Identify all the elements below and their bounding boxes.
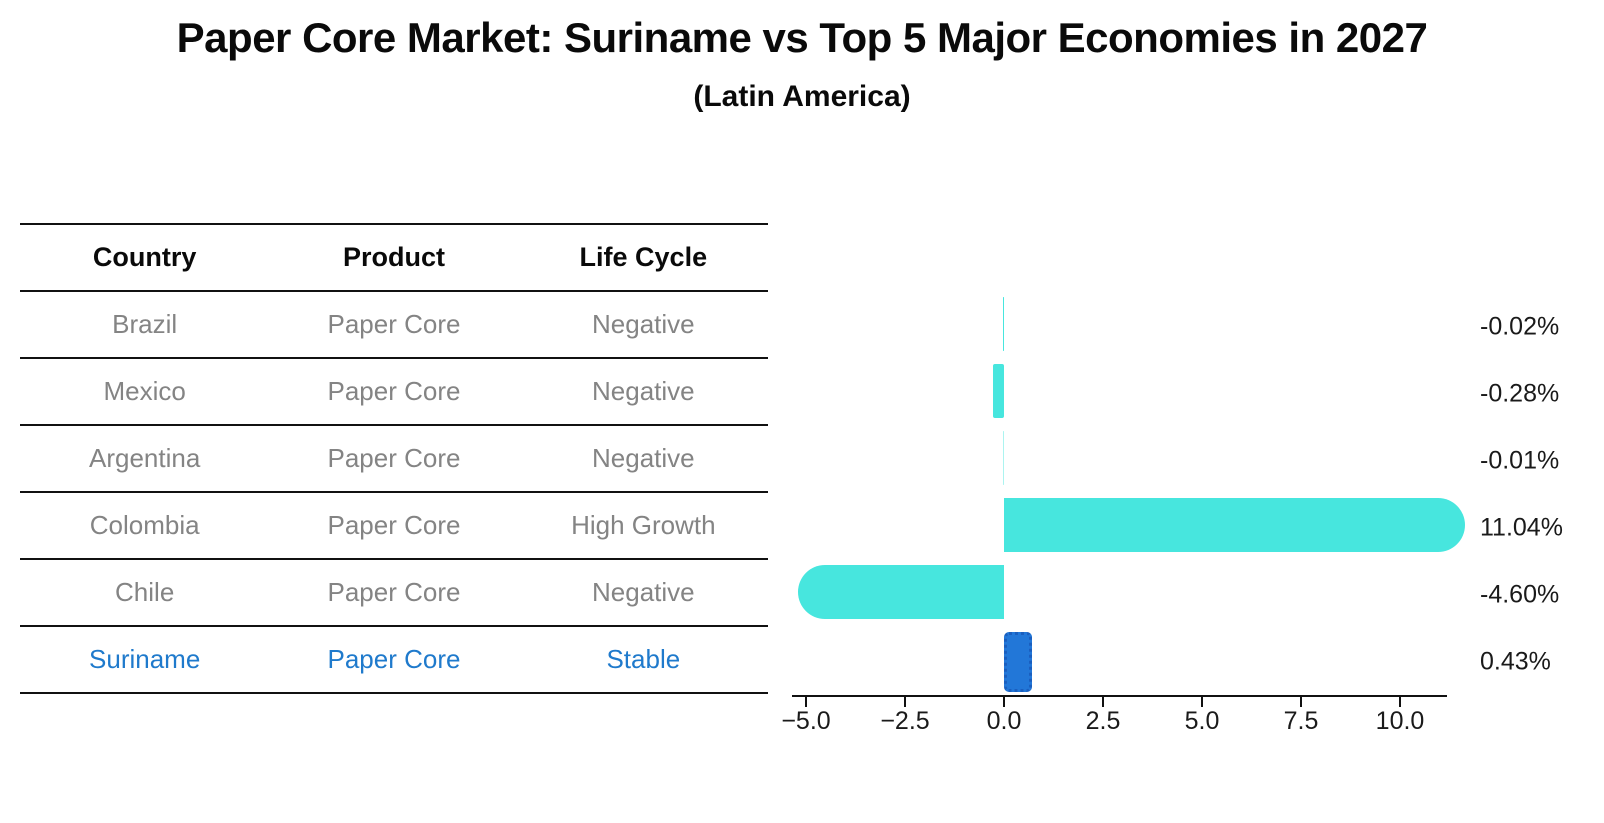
table-header-product: Product <box>342 242 445 272</box>
table-cell-product: Paper Core <box>327 309 461 339</box>
bar-colombia <box>1004 497 1466 552</box>
bar-value-label-mexico: -0.28% <box>1480 379 1560 407</box>
table-cell-country: Argentina <box>89 443 201 473</box>
bar-argentina <box>1003 430 1004 485</box>
table-cell-product: Paper Core <box>327 510 461 540</box>
x-axis-tick <box>904 697 907 707</box>
table-cell-product: Paper Core <box>327 644 461 674</box>
table-row-colombia: Colombia Paper Core High Growth <box>20 493 768 560</box>
x-axis-tick-label: 10.0 <box>1375 707 1425 735</box>
country-table: Country Product Life Cycle Brazil Paper C… <box>20 223 768 694</box>
bar-value-label-chile: -4.60% <box>1480 580 1560 608</box>
table-cell-country: Suriname <box>89 644 201 674</box>
table-cell-life-cycle: Negative <box>592 443 695 473</box>
x-axis-tick-label: 0.0 <box>986 707 1022 735</box>
bar-value-label-brazil: -0.02% <box>1480 312 1560 340</box>
table-row-mexico: Mexico Paper Core Negative <box>20 359 768 426</box>
bar-value-label-colombia: 11.04% <box>1480 513 1563 541</box>
x-axis-tick <box>1300 697 1303 707</box>
table-header-life-cycle: Life Cycle <box>579 242 708 272</box>
bar-value-label-argentina: -0.01% <box>1480 446 1560 474</box>
x-axis-tick-label: 2.5 <box>1085 707 1121 735</box>
table-cell-country: Chile <box>115 577 175 607</box>
table-cell-life-cycle: High Growth <box>571 510 716 540</box>
bar-mexico <box>992 363 1004 418</box>
x-axis-spine <box>792 695 1447 698</box>
table-cell-country: Brazil <box>112 309 178 339</box>
x-axis-tick-label: −2.5 <box>880 707 930 735</box>
table-cell-country: Mexico <box>103 376 186 406</box>
x-axis-tick-label: 5.0 <box>1184 707 1220 735</box>
table-cell-life-cycle: Negative <box>592 309 695 339</box>
table-row-chile: Chile Paper Core Negative <box>20 560 768 627</box>
bar-chile <box>797 564 1004 619</box>
bar-suriname <box>1004 631 1033 692</box>
bar-value-label-suriname: 0.43% <box>1480 647 1551 675</box>
table-cell-product: Paper Core <box>327 443 461 473</box>
x-axis-tick-label: 7.5 <box>1283 707 1319 735</box>
x-axis-tick <box>805 697 808 707</box>
table-cell-country: Colombia <box>89 510 200 540</box>
table-cell-product: Paper Core <box>327 376 461 406</box>
table-cell-product: Paper Core <box>327 577 461 607</box>
chart-title: Paper Core Market: Suriname vs Top 5 Maj… <box>176 14 1428 61</box>
table-body: Brazil Paper Core Negative Mexico Paper Core… <box>20 292 768 694</box>
table-row-brazil: Brazil Paper Core Negative <box>20 292 768 359</box>
bar-brazil <box>1003 296 1004 351</box>
table-row-argentina: Argentina Paper Core Negative <box>20 426 768 493</box>
table-header-row: Country Product Life Cycle <box>20 225 768 292</box>
table-row-suriname: Suriname Paper Core Stable <box>20 627 768 694</box>
x-axis-tick <box>1201 697 1204 707</box>
x-axis-tick <box>1399 697 1402 707</box>
table-cell-life-cycle: Negative <box>592 376 695 406</box>
table-header-country: Country <box>92 242 197 272</box>
table-cell-life-cycle: Stable <box>606 644 681 674</box>
x-axis-tick <box>1003 697 1006 707</box>
chart-subtitle: (Latin America) <box>693 80 911 113</box>
table-cell-life-cycle: Negative <box>592 577 695 607</box>
x-axis-tick-label: −5.0 <box>781 707 831 735</box>
x-axis-tick <box>1102 697 1105 707</box>
